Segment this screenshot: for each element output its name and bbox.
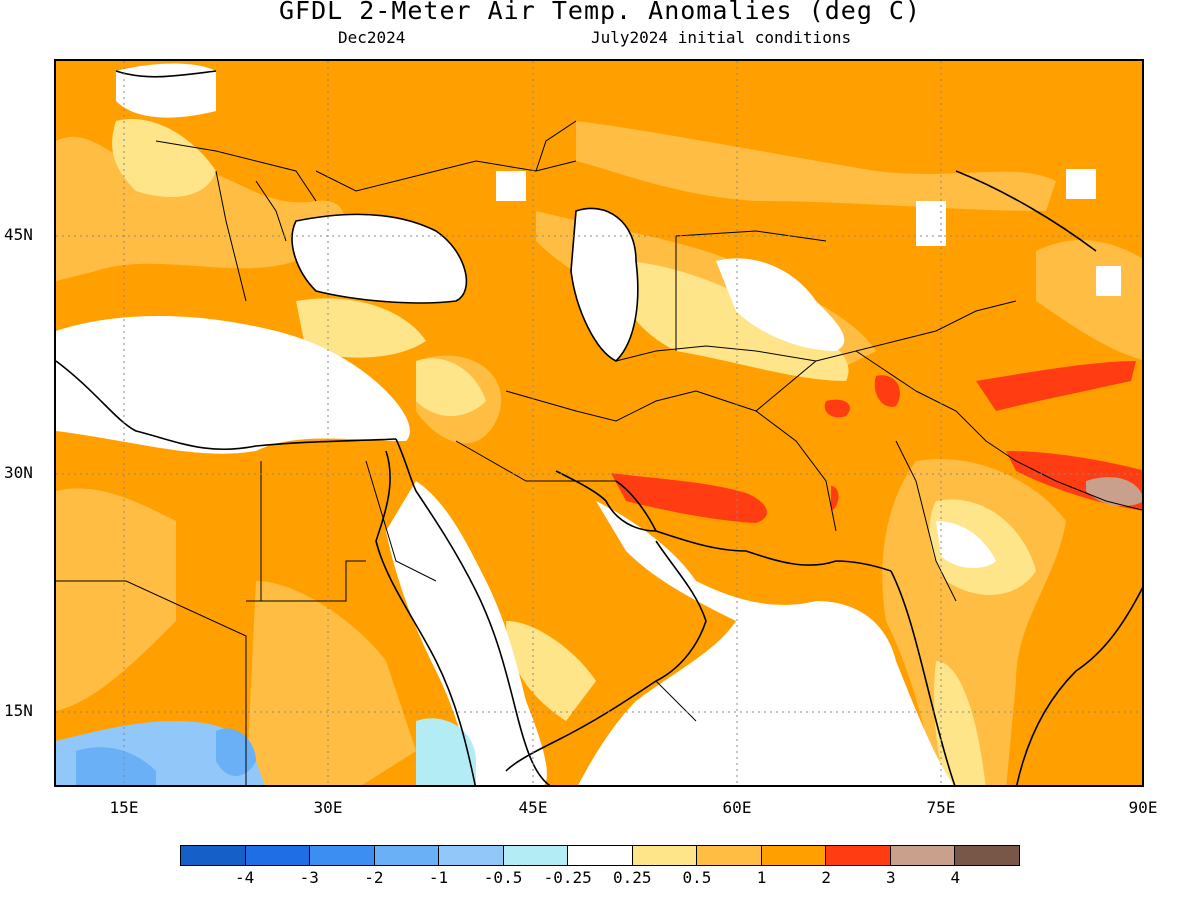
- colorbar-box: [181, 846, 246, 865]
- colorbar-label: -0.5: [483, 868, 523, 887]
- anomaly-near-zero-patch-3: [1096, 266, 1121, 296]
- colorbar-box: [890, 846, 956, 865]
- anomaly-near-zero-black-sea: [292, 214, 467, 303]
- colorbar-box: [955, 846, 1019, 865]
- anomaly-near-zero-caspian: [571, 208, 638, 361]
- initial-conditions-label: July2024 initial conditions: [591, 28, 852, 47]
- colorbar-label: -1: [428, 868, 449, 887]
- anomaly-map-svg: [56, 61, 1142, 785]
- colorbar-box: [697, 846, 762, 865]
- colorbar-label: 1: [756, 868, 767, 887]
- coastlines: [56, 70, 1142, 785]
- anomaly-field-2-3-pakistan: [874, 375, 900, 407]
- lat-label-45n: 45N: [4, 225, 33, 244]
- lat-label-15n: 15N: [4, 701, 33, 720]
- anomaly-negative-chad-core: [76, 747, 156, 785]
- colorbar-label: 4: [950, 868, 961, 887]
- lon-label-15e: 15E: [109, 798, 139, 817]
- colorbar-box: [310, 846, 375, 865]
- graticule: [56, 61, 1142, 785]
- colorbar-box: [568, 846, 633, 865]
- colorbar-box: [245, 846, 311, 865]
- colorbar-box: [439, 846, 504, 865]
- lon-label-30e: 30E: [313, 798, 343, 817]
- anomaly-near-zero-arabian-sea: [578, 501, 954, 785]
- anomaly-near-zero-mediterranean: [56, 316, 410, 454]
- anomaly-field-2-3-afghanistan: [824, 399, 850, 418]
- anomaly-near-zero-aral: [716, 258, 845, 351]
- anomaly-near-zero-india-spot: [936, 521, 996, 568]
- country-borders: [56, 120, 1142, 785]
- colorbar-label: -4: [234, 868, 255, 887]
- colorbar: [180, 845, 1020, 866]
- anomaly-near-zero-scandinavia: [116, 63, 216, 118]
- anomaly-negative-ethiopia: [416, 718, 476, 785]
- anomaly-field-2-3-tibet-north: [976, 361, 1136, 411]
- map-title: GFDL 2-Meter Air Temp. Anomalies (deg C): [278, 0, 922, 25]
- colorbar-label: -2: [364, 868, 384, 887]
- anomaly-field-0-5-1-sudan: [246, 581, 416, 785]
- anomaly-near-zero-patch-4: [1066, 169, 1096, 199]
- colorbar-box: [374, 846, 440, 865]
- lon-label-45e: 45E: [518, 798, 548, 817]
- anomaly-field-0-5-1-siberia: [576, 121, 1056, 211]
- forecast-month-label: Dec2024: [338, 28, 406, 47]
- colorbar-label: -3: [299, 868, 319, 887]
- anomaly-field-2-3-iran: [611, 473, 767, 523]
- colorbar-label: 0.25: [613, 868, 652, 887]
- colorbar-label: 2: [821, 868, 831, 887]
- anomaly-field-2-3-spot: [831, 486, 839, 511]
- anomaly-near-zero-patch-1: [496, 171, 526, 201]
- colorbar-label: 3: [885, 868, 896, 887]
- anomaly-near-zero-red-sea: [386, 481, 547, 785]
- lon-label-75e: 75E: [926, 798, 956, 817]
- anomaly-field-0-25-0-5-turkmenistan: [616, 261, 849, 381]
- colorbar-box: [632, 846, 698, 865]
- anomaly-field-0-25-0-5-syria: [416, 358, 486, 416]
- colorbar-label: 0.5: [682, 868, 712, 887]
- lat-label-30n: 30N: [4, 463, 33, 482]
- anomaly-field-0-25-0-5-yemen: [506, 621, 596, 721]
- anomaly-field-0-5-1-sahara: [56, 488, 176, 711]
- colorbar-box: [761, 846, 827, 865]
- colorbar-box: [503, 846, 569, 865]
- anomaly-field-0-25-0-5-europe: [112, 119, 216, 197]
- colorbar-label: -0.25: [543, 868, 592, 887]
- colorbar-box: [826, 846, 891, 865]
- anomaly-field-0-25-0-5-south-india: [934, 661, 986, 785]
- lon-label-60e: 60E: [722, 798, 752, 817]
- anomaly-map: [54, 59, 1144, 787]
- lon-label-90e: 90E: [1128, 798, 1158, 817]
